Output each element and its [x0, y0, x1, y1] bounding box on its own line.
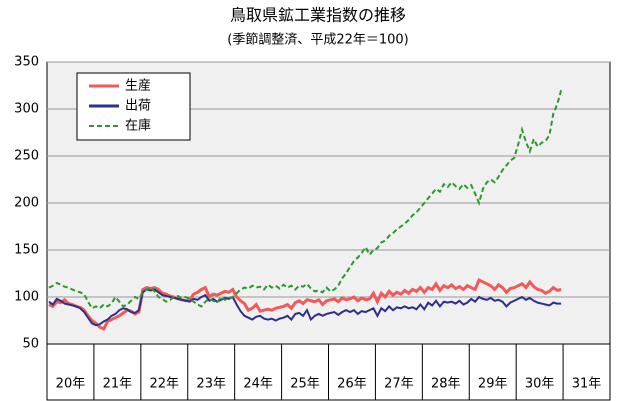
- x-tick-label: 23年: [196, 377, 226, 392]
- y-tick-label: 250: [14, 149, 39, 164]
- chart-subtitle: (季節調整済、平成22年＝100): [227, 32, 409, 48]
- x-tick-label: 30年: [525, 377, 555, 392]
- legend-label: 出荷: [125, 99, 151, 114]
- x-tick-label: 28年: [431, 377, 461, 392]
- y-tick-label: 200: [14, 196, 39, 211]
- chart-title: 鳥取県鉱工業指数の推移: [230, 6, 406, 25]
- x-tick-label: 21年: [103, 377, 133, 392]
- x-tick-label: 24年: [243, 377, 273, 392]
- x-tick-label: 31年: [572, 377, 602, 392]
- series-line: [48, 288, 562, 327]
- legend-label: 生産: [125, 78, 151, 94]
- x-tick-label: 20年: [56, 377, 86, 392]
- legend-label: 在庫: [125, 119, 151, 134]
- y-tick-label: 300: [14, 102, 39, 117]
- series-line: [48, 89, 563, 310]
- y-tick-label: 150: [14, 243, 39, 258]
- x-tick-label: 27年: [384, 377, 414, 392]
- x-tick-label: 29年: [478, 377, 508, 392]
- y-tick-label: 350: [14, 55, 39, 70]
- x-tick-label: 26年: [337, 377, 367, 392]
- x-tick-label: 22年: [150, 377, 180, 392]
- x-tick-label: 25年: [290, 377, 320, 392]
- y-tick-label: 50: [22, 337, 39, 352]
- y-tick-label: 100: [14, 290, 39, 305]
